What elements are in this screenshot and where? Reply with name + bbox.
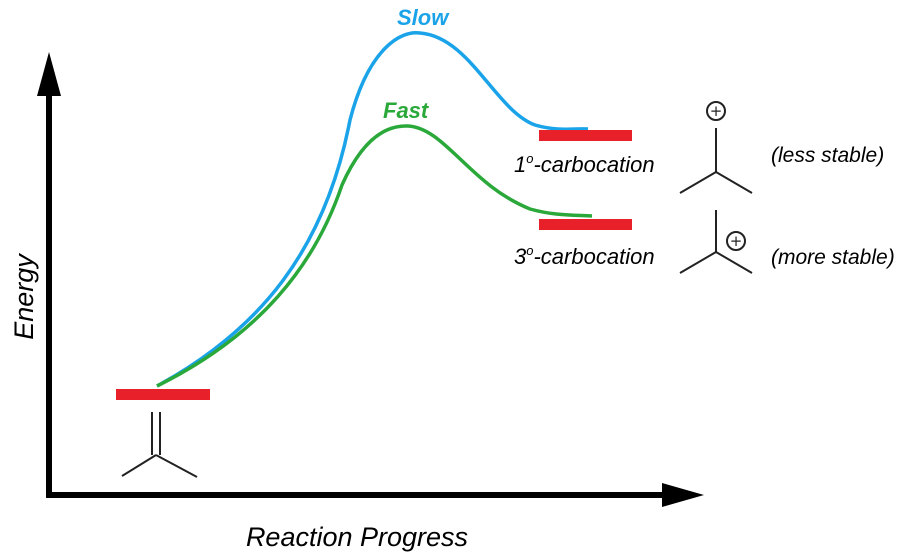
y-axis-label: Energy [9,253,39,340]
slow-pathway-label: Slow [397,5,450,30]
fast-pathway-curve [156,124,593,388]
y-axis-arrowhead [37,52,61,96]
positive-charge-icon [726,231,746,251]
slow-pathway-curve [156,30,589,388]
primary-stability-note: (less stable) [771,144,884,167]
tertiary-charge-sign: + [730,232,743,250]
x-axis-arrowhead [662,483,704,507]
reactant-energy-level [116,389,210,400]
primary-carbocation-label: 1o-carbocation [514,151,655,177]
alkene-icon [121,412,198,478]
primary-charge-sign: + [710,102,723,120]
fast-pathway-label: Fast [383,98,430,123]
axes [37,52,704,507]
tertiary-stability-note: (more stable) [771,246,895,269]
positive-charge-icon [706,101,726,121]
x-axis-label: Reaction Progress [246,522,468,552]
primary-carbocation-icon [679,101,753,194]
primary-carbocation-energy-level [539,130,632,141]
tertiary-carbocation-energy-level [539,219,632,230]
tertiary-carbocation-label: 3o-carbocation [514,243,655,269]
tertiary-carbocation-icon [679,210,753,274]
